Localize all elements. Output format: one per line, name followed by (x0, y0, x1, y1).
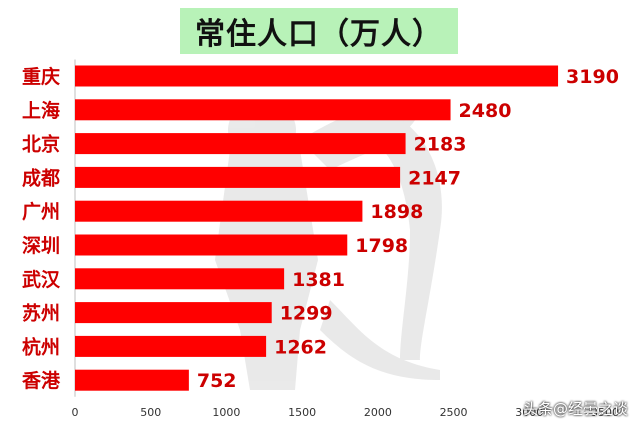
category-label: 香港 (21, 370, 61, 392)
data-label: 1299 (280, 303, 333, 325)
data-label: 1898 (370, 201, 423, 223)
category-label: 武汉 (22, 269, 61, 291)
category-label: 重庆 (22, 65, 60, 88)
category-label: 成都 (22, 166, 60, 189)
x-tick-label: 2000 (364, 406, 392, 419)
bar (75, 200, 363, 222)
x-tick-label: 1000 (212, 406, 240, 419)
data-label: 2147 (408, 167, 461, 189)
category-label: 深圳 (22, 234, 60, 257)
data-label: 2480 (459, 100, 512, 122)
category-label: 上海 (22, 99, 60, 122)
data-label: 1262 (274, 336, 327, 358)
data-label: 752 (197, 370, 237, 392)
x-tick-label: 1500 (288, 406, 316, 419)
category-label: 广州 (22, 200, 60, 223)
bar (75, 268, 285, 290)
bar (75, 335, 267, 357)
bar (75, 99, 451, 121)
x-tick-label: 500 (140, 406, 161, 419)
bar (75, 302, 272, 324)
bar (75, 234, 348, 256)
category-label: 苏州 (22, 302, 60, 325)
category-label: 北京 (22, 133, 60, 156)
x-tick-label: 3500 (591, 406, 619, 419)
x-tick-label: 3000 (515, 406, 543, 419)
data-label: 1381 (292, 269, 345, 291)
bar (75, 166, 401, 188)
chart-title: 常住人口（万人） (180, 8, 458, 54)
category-label: 杭州 (22, 335, 60, 358)
bar (75, 65, 559, 87)
x-tick-label: 0 (72, 406, 79, 419)
credit-watermark: 头条@经曇之谈 (522, 400, 628, 418)
data-label: 3190 (566, 66, 619, 88)
bar (75, 369, 189, 391)
bar (75, 133, 406, 155)
data-label: 1798 (355, 235, 408, 257)
x-tick-label: 2500 (440, 406, 468, 419)
data-label: 2183 (414, 134, 467, 156)
